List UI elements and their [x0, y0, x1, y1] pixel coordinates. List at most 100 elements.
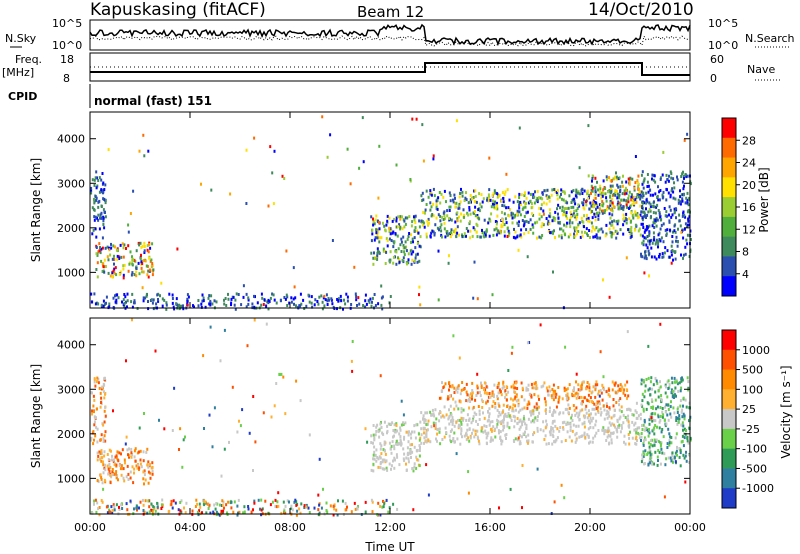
data-cell — [662, 222, 665, 226]
data-cell — [446, 397, 449, 401]
data-cell — [642, 194, 645, 197]
data-cell — [522, 419, 525, 423]
data-cell — [460, 422, 463, 426]
data-cell — [472, 196, 475, 199]
data-cell — [467, 201, 470, 205]
data-cell — [607, 426, 610, 430]
data-cell — [606, 435, 609, 439]
data-cell — [444, 382, 447, 386]
data-cell — [516, 387, 519, 390]
data-cell — [680, 423, 683, 427]
data-cell — [121, 448, 124, 452]
data-cell — [643, 256, 646, 260]
data-cell — [186, 293, 189, 297]
data-cell — [647, 402, 650, 406]
data-cell — [98, 450, 101, 454]
data-cell — [488, 188, 491, 192]
data-cell — [135, 270, 138, 274]
data-cell — [642, 423, 645, 427]
data-cell — [449, 235, 452, 239]
data-cell — [609, 201, 612, 205]
data-cell — [281, 174, 284, 178]
data-cell — [146, 273, 149, 277]
data-cell — [492, 425, 495, 429]
data-cell — [409, 249, 412, 253]
data-cell — [385, 466, 388, 470]
data-cell — [456, 231, 459, 235]
data-cell — [594, 196, 597, 200]
data-cell — [660, 442, 662, 446]
data-cell — [675, 378, 678, 382]
data-cell — [507, 213, 510, 217]
data-cell — [497, 429, 500, 433]
data-cell — [375, 459, 378, 463]
data-cell — [432, 230, 435, 234]
data-cell — [666, 442, 669, 446]
data-cell — [646, 453, 649, 456]
data-cell — [394, 255, 396, 259]
data-cell — [648, 231, 651, 235]
data-cell — [140, 260, 143, 264]
data-cell — [680, 440, 683, 444]
data-cell — [364, 305, 367, 309]
data-cell — [686, 191, 689, 195]
data-cell — [514, 236, 517, 240]
data-cell — [654, 398, 657, 402]
data-cell — [506, 405, 509, 408]
data-cell — [682, 412, 685, 416]
data-cell — [103, 188, 106, 191]
data-cell — [493, 383, 496, 387]
data-cell — [605, 223, 608, 227]
data-cell — [673, 411, 676, 415]
data-cell — [623, 189, 626, 193]
data-cell — [482, 411, 484, 415]
data-cell — [207, 296, 210, 300]
data-cell — [346, 505, 348, 509]
data-cell — [669, 412, 672, 416]
data-cell — [653, 200, 655, 204]
data-cell — [506, 227, 509, 230]
data-cell — [107, 472, 110, 476]
data-cell — [454, 227, 457, 231]
data-cell — [670, 189, 673, 193]
data-cell — [386, 429, 389, 433]
data-cell — [590, 419, 593, 423]
data-cell — [270, 415, 273, 419]
data-cell — [676, 382, 679, 386]
data-cell — [592, 235, 595, 239]
data-cell — [581, 230, 583, 234]
data-cell — [260, 498, 263, 502]
data-cell — [165, 301, 168, 305]
data-cell — [520, 228, 523, 232]
data-cell — [605, 175, 608, 179]
data-cell — [492, 233, 495, 237]
data-cell — [538, 196, 541, 200]
data-cell — [160, 507, 163, 510]
data-cell — [571, 199, 574, 202]
data-cell — [113, 245, 116, 249]
data-cell — [651, 419, 654, 423]
data-cell — [127, 223, 130, 227]
data-cell — [406, 451, 409, 455]
data-cell — [657, 198, 660, 202]
data-cell — [202, 354, 205, 358]
data-cell — [637, 174, 640, 178]
data-cell — [440, 192, 443, 196]
data-cell — [104, 215, 107, 219]
data-cell — [104, 201, 107, 205]
data-cell — [441, 438, 444, 441]
data-cell — [503, 415, 506, 419]
data-cell — [215, 510, 218, 514]
data-cell — [311, 305, 314, 309]
data-cell — [604, 429, 607, 433]
data-cell — [679, 464, 682, 468]
data-cell — [389, 447, 392, 451]
data-cell — [473, 189, 476, 193]
data-cell — [146, 463, 149, 467]
data-cell — [575, 209, 578, 213]
data-cell — [536, 407, 539, 411]
data-cell — [664, 391, 667, 395]
data-cell — [569, 210, 572, 214]
data-cell — [646, 246, 649, 250]
data-cell — [150, 466, 153, 470]
